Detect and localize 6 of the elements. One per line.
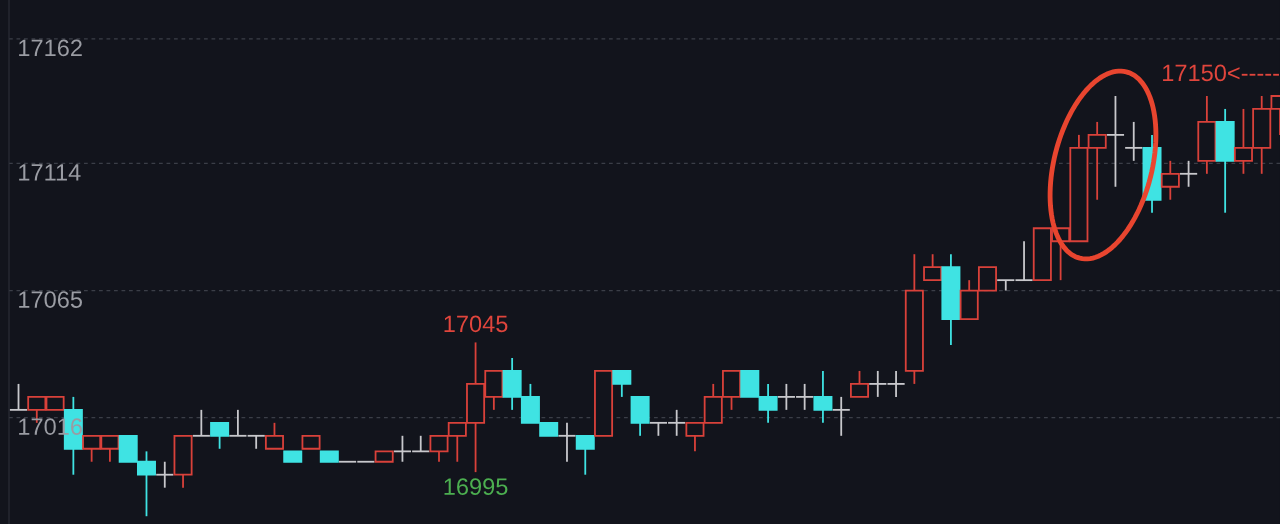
annotation: 17150<----- — [1163, 64, 1279, 82]
y-tick-label: 17114 — [19, 164, 81, 181]
y-tick-label: 17065 — [19, 291, 82, 308]
annotation: 17045 — [444, 315, 508, 333]
y-tick-label: 17162 — [19, 39, 82, 57]
annotation: 16995 — [444, 478, 508, 496]
